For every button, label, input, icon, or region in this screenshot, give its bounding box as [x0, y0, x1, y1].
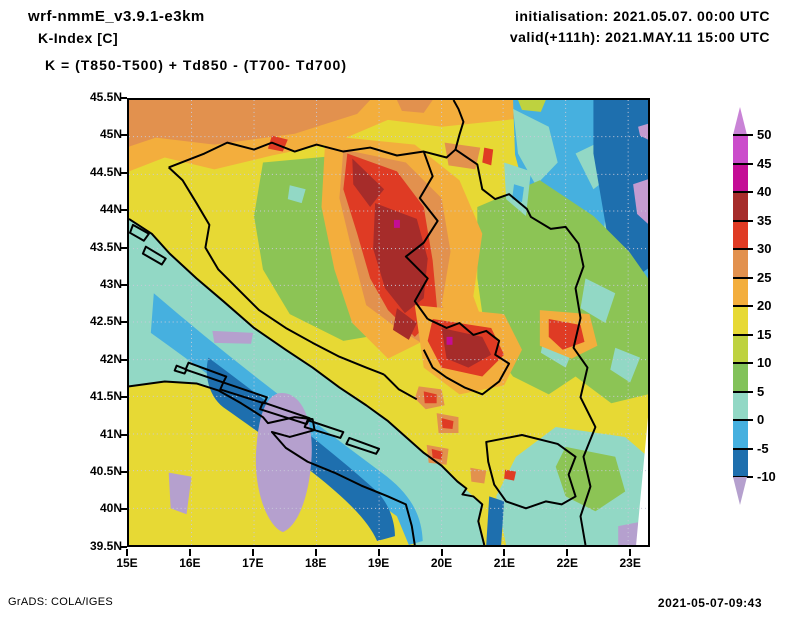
- formula-label: K = (T850-T500) + Td850 - (T700- Td700): [45, 57, 347, 73]
- lat-tick-mark: [120, 545, 127, 548]
- colorbar-level-tick: [733, 305, 753, 307]
- lon-tick-label: 22E: [556, 556, 578, 570]
- lat-tick-mark: [120, 433, 127, 436]
- colorbar-level-tick: [733, 390, 753, 393]
- colorbar-segment: [733, 420, 748, 449]
- colorbar-level-tick: [733, 134, 753, 136]
- colorbar-level-tick: [733, 333, 753, 336]
- lon-tick-label: 16E: [179, 556, 201, 570]
- colorbar-level-label: 25: [757, 269, 772, 285]
- lon-tick-mark: [314, 549, 317, 556]
- lon-tick-label: 15E: [116, 556, 138, 570]
- lat-tick-label: 40N: [99, 501, 122, 516]
- colorbar-level-label: 5: [757, 383, 765, 399]
- lat-tick-mark: [120, 246, 127, 249]
- lon-tick-mark: [503, 549, 506, 556]
- colorbar-above-max-arrow: [733, 107, 747, 135]
- lat-tick-mark: [120, 97, 127, 99]
- product-title: K-Index [C]: [38, 30, 119, 46]
- colorbar-level-label: 50: [757, 127, 772, 142]
- field-fills: [129, 100, 648, 545]
- lat-tick-label: 41N: [99, 426, 122, 441]
- colorbar-level-label: 45: [757, 155, 772, 171]
- colorbar-level-tick: [733, 248, 753, 250]
- lon-tick-label: 19E: [367, 556, 390, 570]
- lat-tick-label: 42.5N: [89, 314, 122, 329]
- colorbar-segment: [733, 135, 748, 164]
- colorbar-below-min-arrow: [733, 477, 747, 505]
- colorbar-segment: [733, 277, 748, 306]
- colorbar-segment: [733, 363, 748, 392]
- lat-tick-mark: [120, 134, 127, 137]
- colorbar-segment: [733, 391, 748, 420]
- colorbar-level-tick: [733, 447, 753, 450]
- colorbar-level-label: 20: [757, 298, 772, 313]
- colorbar-level-tick: [733, 419, 753, 421]
- model-title: wrf-nmmE_v3.9.1-e3km: [28, 8, 205, 25]
- colorbar-level-tick: [733, 162, 753, 165]
- map-plot-area: [127, 98, 650, 547]
- lon-tick-mark: [126, 549, 128, 556]
- lat-tick-mark: [120, 321, 127, 324]
- colorbar-level-tick: [733, 362, 753, 364]
- colorbar-segment: [733, 334, 748, 363]
- coastlines-borders: [129, 100, 597, 545]
- lon-tick-mark: [566, 549, 569, 556]
- colorbar-level-label: -5: [757, 440, 769, 456]
- lat-tick-mark: [120, 209, 127, 212]
- lon-tick-mark: [377, 549, 380, 556]
- colorbar-level-tick: [733, 276, 753, 279]
- lon-tick-label: 23E: [619, 556, 641, 570]
- colorbar-level-label: 30: [757, 241, 772, 256]
- lat-tick-label: 44.5N: [89, 164, 122, 179]
- lat-tick-mark: [120, 471, 127, 473]
- lat-tick-mark: [120, 284, 127, 286]
- lat-tick-mark: [120, 508, 127, 511]
- colorbar-segment: [733, 192, 748, 221]
- colorbar-level-tick: [733, 219, 753, 222]
- lat-tick-label: 41.5N: [89, 389, 122, 404]
- lon-tick-mark: [629, 549, 632, 556]
- creation-timestamp: 2021-05-07-09:43: [657, 596, 762, 610]
- lat-tick-label: 40.5N: [89, 464, 122, 478]
- colorbar-segment: [733, 448, 748, 477]
- colorbar-level-label: 40: [757, 184, 772, 199]
- lon-tick-mark: [188, 549, 191, 556]
- lat-tick-mark: [120, 171, 127, 174]
- colorbar-level-label: 0: [757, 412, 765, 427]
- lon-tick-label: 21E: [493, 556, 516, 570]
- colorbar-level-label: 10: [757, 355, 772, 370]
- valid-time-label: valid(+111h): 2021.MAY.11 15:00 UTC: [509, 29, 770, 45]
- lat-tick-mark: [120, 358, 127, 361]
- colorbar-segment: [733, 306, 748, 335]
- lat-tick-label: 39.5N: [89, 538, 122, 553]
- lon-tick-mark: [251, 549, 254, 556]
- grads-credit: GrADS: COLA/IGES: [8, 596, 114, 608]
- colorbar-segment: [733, 249, 748, 278]
- lat-tick-mark: [120, 396, 127, 399]
- colorbar-segment: [733, 163, 748, 192]
- lat-tick-label: 43N: [99, 277, 122, 291]
- colorbar-level-label: 15: [757, 326, 772, 342]
- lat-tick-label: 44N: [99, 202, 122, 217]
- colorbar-level-label: 35: [757, 212, 772, 228]
- lat-tick-label: 42N: [99, 351, 122, 366]
- graticule: [129, 100, 648, 545]
- lat-tick-label: 43.5N: [89, 239, 122, 254]
- colorbar-level-tick: [733, 191, 753, 193]
- lon-tick-label: 18E: [305, 556, 327, 570]
- lon-tick-mark: [440, 549, 443, 556]
- colorbar-segment: [733, 220, 748, 249]
- init-time-label: initialisation: 2021.05.07. 00:00 UTC: [514, 8, 770, 24]
- k-index-contour-map: [129, 100, 648, 545]
- colorbar-level-label: -10: [757, 469, 776, 484]
- lon-tick-label: 20E: [430, 556, 453, 570]
- lon-tick-label: 17E: [242, 556, 264, 570]
- lat-tick-label: 45.5N: [89, 90, 122, 104]
- lat-tick-label: 45N: [99, 127, 122, 142]
